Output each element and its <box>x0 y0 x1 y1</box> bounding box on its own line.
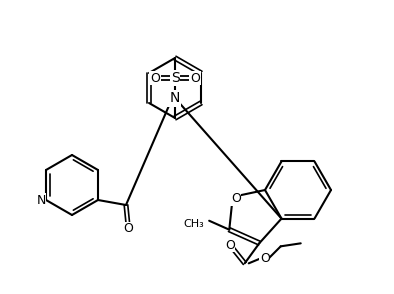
Text: Cl: Cl <box>168 93 180 106</box>
Text: O: O <box>231 192 241 206</box>
Text: O: O <box>150 71 160 84</box>
Text: CH₃: CH₃ <box>184 219 204 229</box>
Text: O: O <box>260 252 269 265</box>
Text: O: O <box>225 239 235 252</box>
Text: N: N <box>36 193 46 206</box>
Text: O: O <box>190 71 200 84</box>
Text: O: O <box>123 223 133 235</box>
Text: S: S <box>171 71 179 85</box>
Text: N: N <box>170 91 180 105</box>
